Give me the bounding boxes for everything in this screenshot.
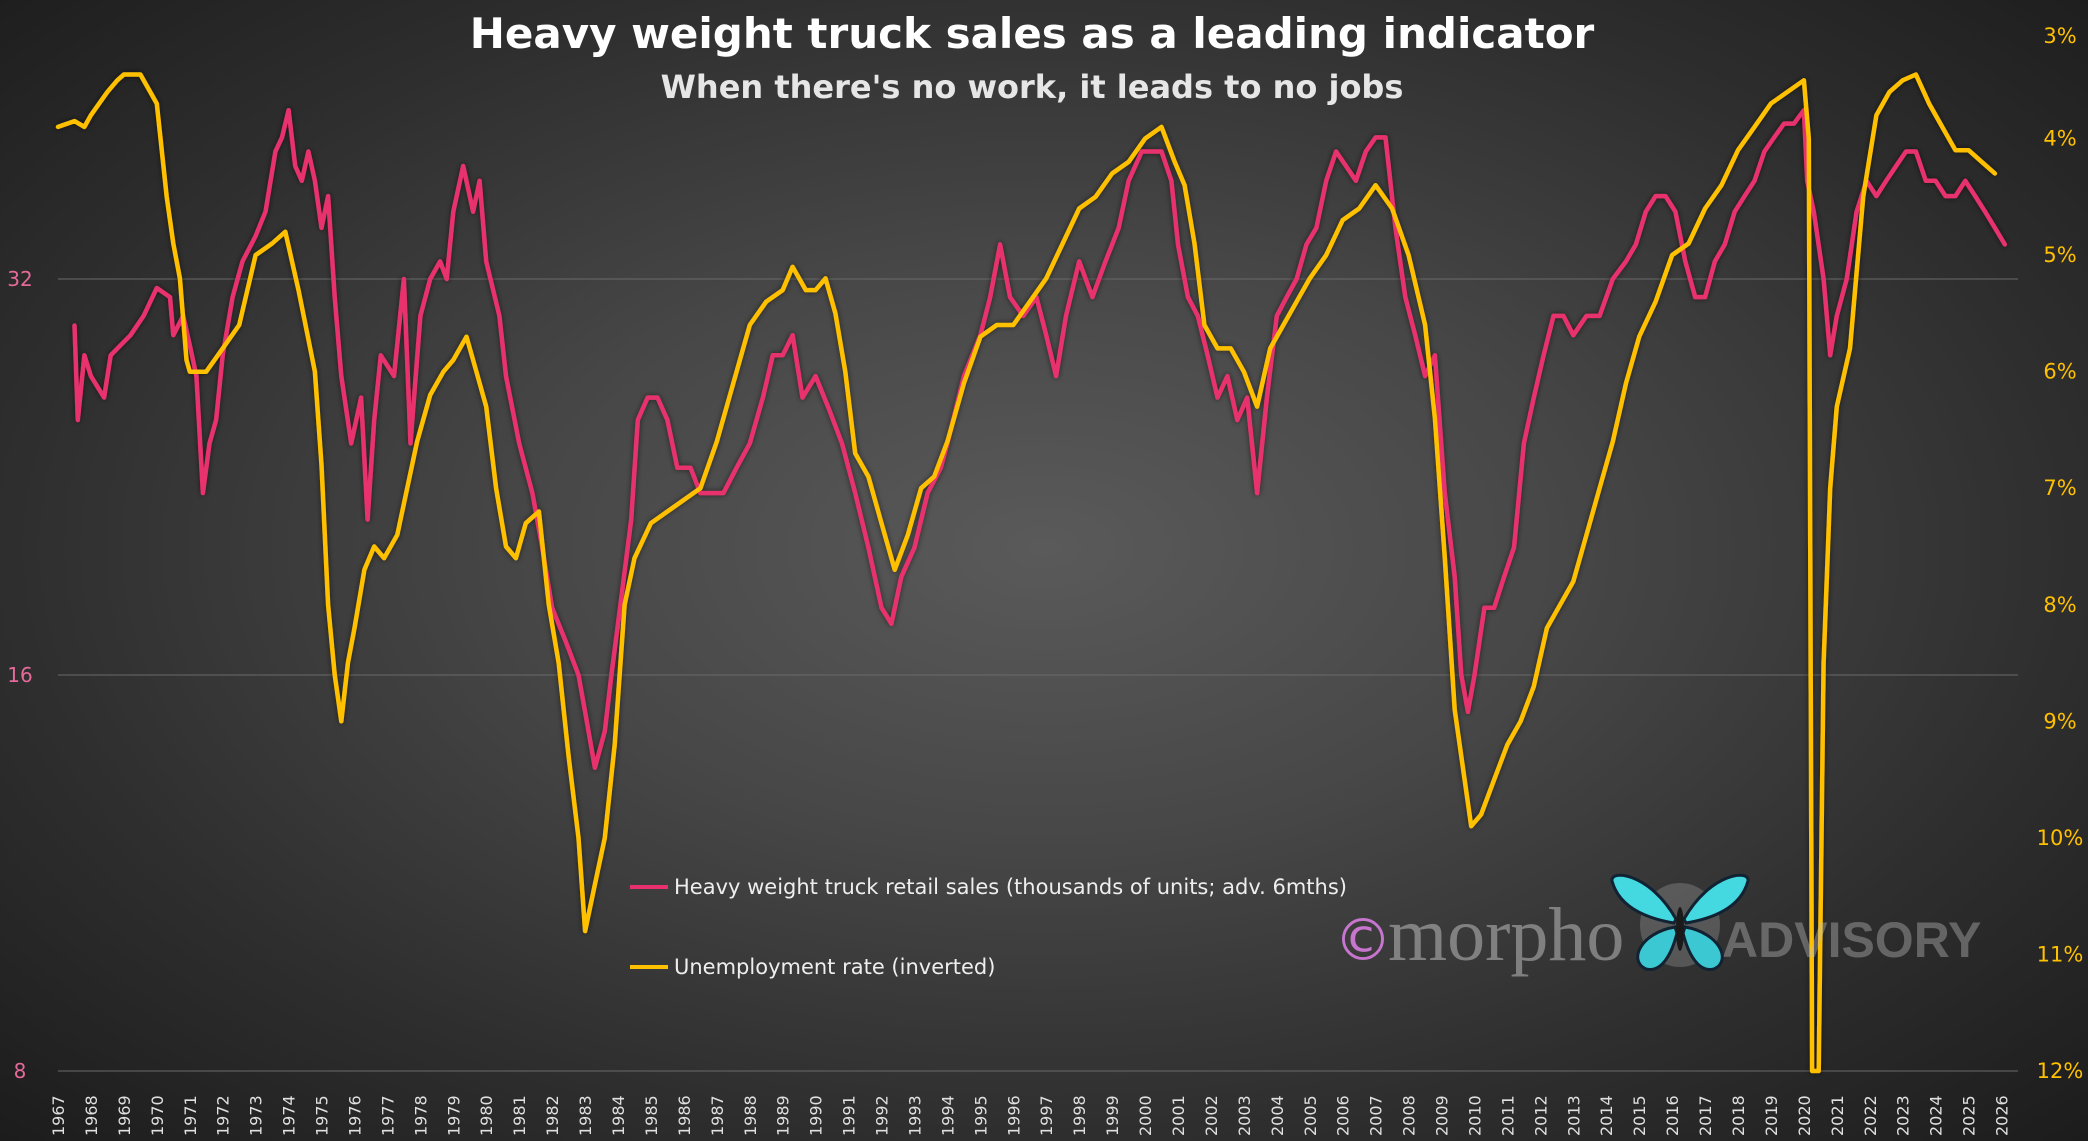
x-tick-label: 1987 — [708, 1095, 727, 1136]
x-tick-label: 1978 — [411, 1095, 430, 1136]
x-tick-label: 1984 — [609, 1095, 628, 1136]
x-tick-label: 1968 — [82, 1095, 101, 1136]
left-tick-label: 8 — [14, 1059, 27, 1083]
right-tick-label: 11% — [2037, 942, 2084, 966]
legend-label-truck-sales: Heavy weight truck retail sales (thousan… — [674, 875, 1347, 899]
right-tick-label: 8% — [2043, 593, 2076, 617]
x-tick-label: 1992 — [873, 1095, 892, 1136]
x-tick-label: 1989 — [774, 1095, 793, 1136]
left-tick-label: 16 — [7, 663, 32, 687]
right-tick-label: 9% — [2043, 709, 2076, 733]
x-tick-label: 1983 — [576, 1095, 595, 1136]
x-tick-label: 1998 — [1070, 1095, 1089, 1136]
x-tick-label: 2014 — [1597, 1095, 1616, 1136]
left-axis: 8 16 32 — [7, 267, 32, 1083]
watermark-brand: morpho — [1388, 893, 1624, 977]
butterfly-icon — [1610, 873, 1750, 971]
x-tick-label: 2005 — [1301, 1095, 1320, 1136]
x-tick-label: 1994 — [938, 1095, 957, 1136]
x-tick-label: 2016 — [1663, 1095, 1682, 1136]
right-tick-label: 4% — [2043, 127, 2076, 151]
x-tick-label: 2015 — [1630, 1095, 1649, 1136]
right-tick-label: 12% — [2037, 1059, 2084, 1083]
x-tick-label: 1986 — [675, 1095, 694, 1136]
x-tick-label: 1996 — [1004, 1095, 1023, 1136]
x-tick-label: 2023 — [1894, 1095, 1913, 1136]
x-axis: 1967 1968 1969 1970 1971 1972 1973 1974 1975 1976… — [49, 1095, 2012, 1136]
x-tick-label: 1974 — [280, 1095, 299, 1136]
x-tick-label: 1981 — [510, 1095, 529, 1136]
chart-title: Heavy weight truck sales as a leading in… — [470, 9, 1595, 58]
right-tick-label: 3% — [2043, 24, 2076, 48]
x-tick-label: 1970 — [148, 1095, 167, 1136]
x-tick-label: 2009 — [1433, 1095, 1452, 1136]
x-tick-label: 2020 — [1795, 1095, 1814, 1136]
x-tick-label: 2000 — [1136, 1095, 1155, 1136]
right-tick-label: 6% — [2043, 360, 2076, 384]
x-tick-label: 2008 — [1400, 1095, 1419, 1136]
x-tick-label: 2002 — [1202, 1095, 1221, 1136]
x-tick-label: 2025 — [1960, 1095, 1979, 1136]
x-tick-label: 2022 — [1861, 1095, 1880, 1136]
x-tick-label: 1969 — [115, 1095, 134, 1136]
x-tick-label: 1997 — [1037, 1095, 1056, 1136]
x-tick-label: 2007 — [1367, 1095, 1386, 1136]
right-tick-label: 7% — [2043, 476, 2076, 500]
x-tick-label: 1985 — [642, 1095, 661, 1136]
x-tick-label: 2004 — [1268, 1095, 1287, 1136]
x-tick-label: 2012 — [1531, 1095, 1550, 1136]
x-tick-label: 1993 — [905, 1095, 924, 1136]
right-tick-label: 10% — [2037, 826, 2084, 850]
x-tick-label: 2001 — [1169, 1095, 1188, 1136]
x-tick-label: 2018 — [1729, 1095, 1748, 1136]
x-tick-label: 2021 — [1828, 1095, 1847, 1136]
x-tick-label: 2003 — [1235, 1095, 1254, 1136]
right-tick-label: 5% — [2043, 243, 2076, 267]
series-layer — [55, 72, 2008, 1074]
series-line-truck-sales — [72, 107, 2008, 771]
x-tick-label: 1975 — [313, 1095, 332, 1136]
watermark: © morpho ADVISORY — [1334, 873, 1981, 977]
left-tick-label: 32 — [7, 267, 32, 291]
x-tick-label: 1972 — [214, 1095, 233, 1136]
watermark-brand-suffix: ADVISORY — [1722, 912, 1981, 968]
x-tick-label: 2011 — [1498, 1095, 1517, 1136]
x-tick-label: 1967 — [49, 1095, 68, 1136]
x-tick-label: 2017 — [1696, 1095, 1715, 1136]
x-tick-label: 1990 — [807, 1095, 826, 1136]
x-tick-label: 1973 — [247, 1095, 266, 1136]
x-tick-label: 1991 — [840, 1095, 859, 1136]
legend: Heavy weight truck retail sales (thousan… — [630, 875, 1347, 979]
series-line-unemployment — [55, 72, 1998, 1074]
x-tick-label: 2006 — [1334, 1095, 1353, 1136]
x-tick-label: 1976 — [345, 1095, 364, 1136]
x-tick-label: 1979 — [444, 1095, 463, 1136]
x-tick-label: 1971 — [181, 1095, 200, 1136]
x-tick-label: 2013 — [1564, 1095, 1583, 1136]
x-tick-label: 2024 — [1927, 1095, 1946, 1136]
x-tick-label: 2010 — [1465, 1095, 1484, 1136]
x-tick-label: 2026 — [1993, 1095, 2012, 1136]
watermark-copyright: © — [1334, 906, 1392, 974]
right-axis: 3% 4% 5% 6% 7% 8% 9% 10% 11% 12% — [2037, 24, 2084, 1083]
x-tick-label: 1977 — [378, 1095, 397, 1136]
x-tick-label: 1988 — [741, 1095, 760, 1136]
x-tick-label: 1999 — [1103, 1095, 1122, 1136]
chart-subtitle: When there's no work, it leads to no job… — [661, 68, 1404, 106]
x-tick-label: 2019 — [1762, 1095, 1781, 1136]
x-tick-label: 1980 — [477, 1095, 496, 1136]
legend-label-unemployment: Unemployment rate (inverted) — [674, 955, 995, 979]
x-tick-label: 1995 — [971, 1095, 990, 1136]
x-tick-label: 1982 — [543, 1095, 562, 1136]
